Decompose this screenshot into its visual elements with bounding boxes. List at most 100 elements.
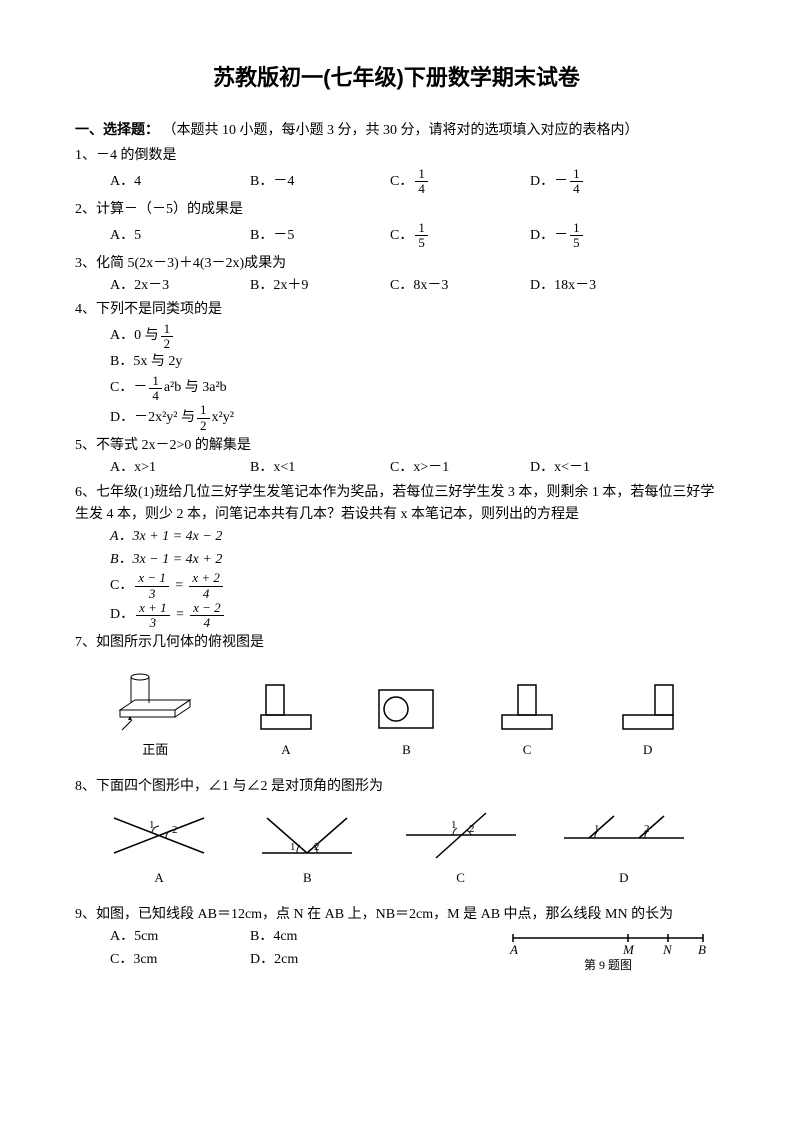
q6-frac-d1: x + 13 [136,601,170,631]
question-7: 7、如图所示几何体的俯视图是 [75,632,718,654]
q7-opt-a: A [251,680,321,761]
q7-label-b: B [402,740,411,761]
q2-opt-d: D．－ 15 [530,221,670,251]
q5-opt-c: C．x>－1 [390,457,530,479]
q7-opt-c: C [492,680,562,761]
q7-main-solid: 正面 [110,665,200,761]
q6-frac-c2: x + 24 [189,571,223,601]
q3-options: A．2x－3 B．2x＋9 C．8x－3 D．18x－3 [75,275,718,297]
q9-options-row2: C．3cm D．2cm [75,949,498,971]
q1-opt-c: C． 14 [390,167,530,197]
q6-opt-d: D． x + 13 = x − 24 [110,601,422,631]
page-title: 苏教版初一(七年级)下册数学期末试卷 [75,60,718,95]
q9-fig-label: 第 9 题图 [498,956,718,975]
q9-opt-b: B．4cm [250,926,390,948]
frac-1-2-d: 12 [197,403,210,433]
svg-text:N: N [662,942,673,956]
q2-c-prefix: C． [390,225,413,247]
svg-text:2: 2 [172,824,178,836]
q6-opt-a: A．3x + 1 = 4x − 2 [110,526,422,548]
q8-opt-b: 1 2 B [252,808,362,889]
q9-options-wrap: A．5cm B．4cm C．3cm D．2cm [75,926,498,971]
svg-text:B: B [698,942,706,956]
q8-label-a: A [154,868,163,889]
q9-opt-a: A．5cm [110,926,250,948]
q4-opt-a: A．0 与 12 [110,322,422,352]
q6-d-prefix: D． [110,604,134,626]
top-view-c-icon [492,680,562,735]
q6-frac-d2: x − 24 [190,601,224,631]
section-1-desc: （本题共 10 小题，每小题 3 分，共 30 分，请将对的选项填入对应的表格内… [163,123,639,138]
q7-label-a: A [281,740,290,761]
frac-1-2-a: 12 [161,322,174,352]
q8-label-d: D [619,868,628,889]
question-8: 8、下面四个图形中，∠1 与∠2 是对顶角的图形为 [75,776,718,798]
question-2: 2、计算－（－5）的成果是 [75,199,718,221]
q3-opt-a: A．2x－3 [110,275,250,297]
q2-opt-a: A．5 [110,221,250,251]
q7-figures: 正面 A B C D [75,665,718,761]
frac-1-4: 14 [415,167,428,197]
svg-text:M: M [622,942,635,956]
q2-d-prefix: D．－ [530,225,568,247]
q8-opt-c: 1 2 C [401,808,521,889]
line-segment-icon: A M N B [498,926,718,956]
q7-main-label: 正面 [142,740,168,761]
q1-opt-d: D．－ 14 [530,167,670,197]
q4-opt-d: D．－2x²y² 与 12 x²y² [110,403,422,433]
angle-b-icon: 1 2 [252,808,362,863]
question-3: 3、化简 5(2x－3)＋4(3－2x)成果为 [75,253,718,275]
frac-1-4-c: 14 [149,374,162,404]
q8-label-b: B [303,868,312,889]
q2-opt-b: B．－5 [250,221,390,251]
q1-options: A．4 B．－4 C． 14 D．－ 14 [75,167,718,197]
q9-opt-c: C．3cm [110,949,250,971]
svg-text:A: A [509,942,518,956]
top-view-b-icon [371,680,441,735]
q2-options: A．5 B．－5 C． 15 D．－ 15 [75,221,718,251]
q6-opt-b: B．3x − 1 = 4x + 2 [110,549,422,571]
svg-text:2: 2 [644,823,650,835]
question-4: 4、下列不是同类项的是 [75,299,718,321]
question-1: 1、－4 的倒数是 [75,145,718,167]
q3-opt-c: C．8x－3 [390,275,530,297]
q4-c-prefix: C．－ [110,377,147,399]
angle-a-icon: 1 2 [104,808,214,863]
q8-figures: 1 2 A 1 2 B 1 2 C [75,808,718,889]
q7-opt-d: D [613,680,683,761]
q1-opt-b: B．－4 [250,167,390,197]
q1-opt-a: A．4 [110,167,250,197]
equals-icon: = [171,575,187,597]
svg-text:1: 1 [290,841,296,853]
q5-opt-a: A．x>1 [110,457,250,479]
angle-d-icon: 1 2 [559,808,689,863]
q7-opt-b: B [371,680,441,761]
q6-options: A．3x + 1 = 4x − 2 B．3x − 1 = 4x + 2 C． x… [75,526,718,630]
q4-opt-c: C．－ 14 a²b 与 3a²b [110,374,422,404]
q4-d-suffix: x²y² [212,407,234,429]
question-6: 6、七年级(1)班给几位三好学生发笔记本作为奖品，若每位三好学生发 3 本，则剩… [75,482,718,527]
section-1-label: 一、选择题： [75,123,159,138]
question-9: 9、如图，已知线段 AB＝12cm，点 N 在 AB 上，NB＝2cm，M 是 … [75,904,718,926]
section-1-header: 一、选择题： （本题共 10 小题，每小题 3 分，共 30 分，请将对的选项填… [75,120,718,142]
frac-1-4-neg: 14 [570,167,583,197]
frac-1-5: 15 [415,221,428,251]
q3-opt-b: B．2x＋9 [250,275,390,297]
equals-icon: = [172,604,188,626]
q7-label-d: D [643,740,652,761]
q9-content: A．5cm B．4cm C．3cm D．2cm A M N B 第 9 题图 [75,926,718,975]
q5-opt-b: B．x<1 [250,457,390,479]
angle-c-icon: 1 2 [401,808,521,863]
q5-options: A．x>1 B．x<1 C．x>－1 D．x<－1 [75,457,718,479]
q9-figure: A M N B 第 9 题图 [498,926,718,975]
q7-label-c: C [523,740,532,761]
q9-opt-d: D．2cm [250,949,390,971]
svg-text:1: 1 [594,823,600,835]
q5-opt-d: D．x<－1 [530,457,670,479]
q4-options: A．0 与 12 B．5x 与 2y C．－ 14 a²b 与 3a²b D．－… [75,322,718,433]
q8-opt-d: 1 2 D [559,808,689,889]
q9-options-row1: A．5cm B．4cm [75,926,498,948]
q8-label-c: C [456,868,465,889]
frac-1-5-neg: 15 [570,221,583,251]
q8-opt-a: 1 2 A [104,808,214,889]
